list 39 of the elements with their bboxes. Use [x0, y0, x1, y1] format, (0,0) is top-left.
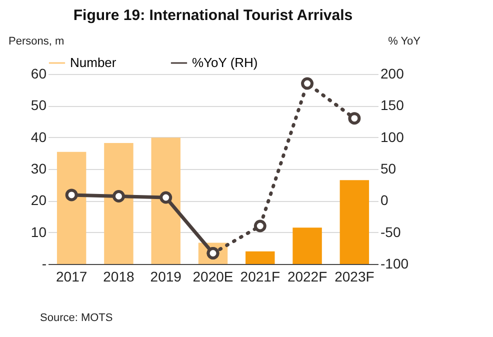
- y-tick-label: 60: [30, 66, 47, 82]
- point: [112, 190, 125, 202]
- point: [160, 191, 172, 204]
- y-tick-label: 30: [30, 160, 47, 176]
- y-tick-label: -: [42, 256, 47, 272]
- bar: [56, 152, 86, 264]
- y-tick-label: 40: [30, 128, 47, 145]
- y-tick-label: 10: [30, 224, 47, 240]
- chart-title: Figure 19: International Tourist Arrivals: [73, 7, 353, 24]
- point: [65, 188, 78, 202]
- x-tick-label: 2022F: [287, 268, 328, 284]
- y2-tick-label: -50: [380, 224, 401, 240]
- point: [301, 77, 314, 90]
- bar: [151, 138, 180, 264]
- y2-tick-label: -100: [380, 256, 409, 272]
- point: [348, 112, 361, 125]
- x-tick-label: 2019: [150, 268, 182, 284]
- y2-tick-label: 200: [380, 66, 404, 82]
- x-tick-label: 2023F: [334, 268, 374, 284]
- y2-tick-label: 0: [380, 192, 388, 208]
- point: [254, 220, 266, 232]
- y2-tick-label: 150: [380, 97, 404, 114]
- bar: [292, 228, 322, 264]
- x-tick-label: 2020E: [192, 268, 234, 284]
- y-tick-label: 20: [30, 192, 47, 208]
- y-axis-title: Persons, m: [8, 36, 64, 48]
- bar: [246, 251, 275, 264]
- y2-tick-label: 50: [380, 160, 396, 176]
- y-tick-label: 50: [30, 97, 47, 114]
- legend-label: %YoY (RH): [192, 55, 258, 70]
- source-note: Source: MOTS: [40, 312, 113, 324]
- x-tick-label: 2021F: [240, 268, 280, 284]
- y2-tick-label: 100: [380, 128, 404, 145]
- bar: [340, 180, 370, 264]
- y2-axis-title: % YoY: [388, 36, 422, 48]
- legend-label: Number: [70, 55, 117, 70]
- x-tick-label: 2018: [103, 268, 134, 284]
- bar: [104, 143, 134, 264]
- x-tick-label: 2017: [56, 268, 88, 284]
